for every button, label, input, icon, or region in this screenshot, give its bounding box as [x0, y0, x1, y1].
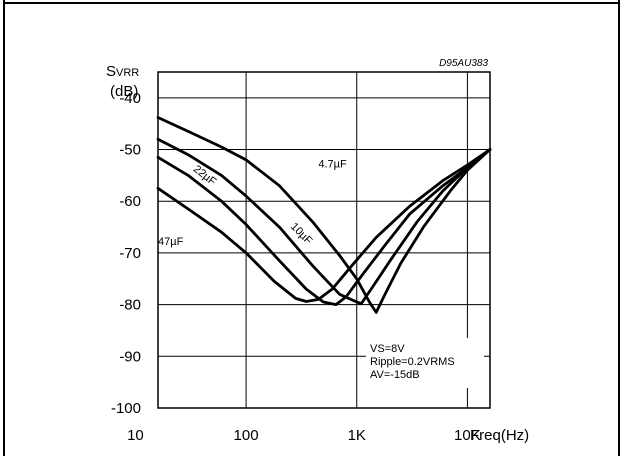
- axis-ticks: 10 100 1K 10K -40 -50 -60 -70 -80 -90 -100: [111, 90, 481, 444]
- conditions-box: [366, 338, 484, 388]
- y-tick-label: -50: [119, 142, 141, 159]
- x-axis-label: Freq(Hz): [470, 427, 529, 444]
- condition-line: AV=-15dB: [370, 369, 420, 381]
- y-tick-label: -90: [119, 348, 141, 365]
- y-tick-label: -70: [119, 245, 141, 262]
- x-tick-label: 10: [127, 427, 144, 444]
- series-line-2: [156, 148, 492, 306]
- curve-label-2: 22µF: [191, 163, 219, 188]
- x-tick-label: 1K: [348, 427, 366, 444]
- y-axis-label: SVRR: [106, 63, 139, 80]
- y-axis-label-main: S: [106, 63, 116, 80]
- condition-line: Ripple=0.2VRMS: [370, 356, 455, 368]
- y-tick-label: -100: [111, 400, 141, 417]
- x-tick-label: 100: [234, 427, 259, 444]
- plot-border: [157, 71, 491, 409]
- figure-code: D95AU383: [439, 58, 488, 69]
- x-tick-label: 10K: [454, 427, 481, 444]
- series-line-1: [156, 137, 492, 305]
- grid: [158, 72, 490, 408]
- y-axis-unit: (dB): [110, 83, 138, 100]
- y-axis-label-sub: VRR: [116, 67, 139, 79]
- y-tick-label: -80: [119, 297, 141, 314]
- y-tick-label: -60: [119, 193, 141, 210]
- series-line-0: [156, 116, 492, 314]
- curve-label-0: 4.7µF: [318, 159, 347, 171]
- curve-label-3: 47µF: [158, 236, 184, 248]
- y-tick-label: -40: [119, 90, 141, 107]
- condition-line: VS=8V: [370, 343, 405, 355]
- series-layer: [156, 116, 492, 314]
- series-line-3: [156, 148, 492, 303]
